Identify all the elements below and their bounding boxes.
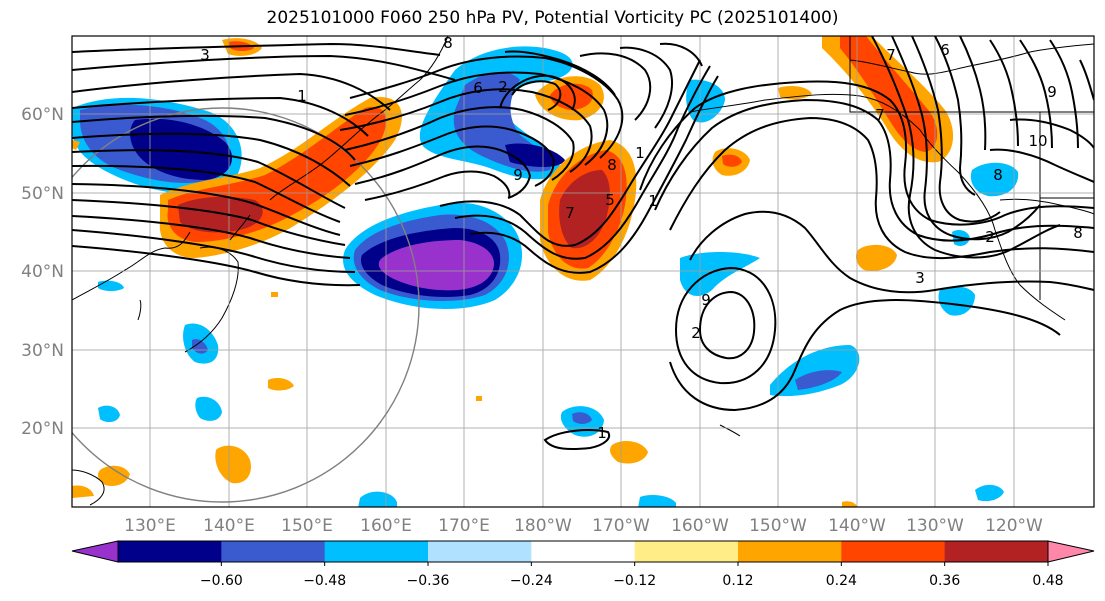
longitude-label: 160°W: [671, 516, 729, 536]
positive-anomaly-blob: [476, 396, 482, 401]
longitude-label: 170°E: [438, 516, 490, 536]
latitude-label: 60°N: [21, 105, 64, 125]
contour-label: 9: [1047, 83, 1057, 101]
positive-anomaly-blob: [778, 86, 812, 100]
positive-anomaly-blob: [722, 154, 742, 167]
contour-label: 8: [993, 166, 1003, 184]
negative-anomaly-blob: [98, 280, 124, 291]
longitude-labels: 130°E 140°E 150°E 160°E 170°E 180°W 170°W 160°W…: [124, 516, 1043, 536]
contour-label: 8: [607, 156, 617, 174]
colorbar-segment: [634, 541, 739, 562]
colorbar-tick-label: −0.48: [303, 573, 346, 589]
colorbar-segment: [531, 541, 636, 562]
negative-anomaly-blob: [98, 405, 120, 423]
latitude-label: 40°N: [21, 262, 64, 282]
negative-anomaly-blob: [770, 345, 860, 397]
longitude-label: 140°W: [828, 516, 886, 536]
positive-anomaly-blob: [97, 465, 130, 486]
positive-anomaly-blob: [268, 378, 294, 391]
colorbar-extension-left: [71, 540, 119, 563]
contour-label: 7: [886, 46, 896, 64]
height-contours: [72, 36, 1094, 450]
contour-label: 1: [597, 424, 607, 442]
colorbar-extension-right: [1047, 540, 1095, 563]
positive-anomaly-blob: [72, 140, 80, 150]
contour-label: 3: [915, 269, 925, 287]
colorbar-tick-label: 0.48: [1032, 573, 1063, 589]
longitude-label: 130°W: [906, 516, 964, 536]
contour-label: 6: [473, 79, 483, 97]
contour-label: 3: [200, 46, 210, 64]
positive-anomaly-blob: [842, 501, 858, 507]
colorbar-tick-label: 0.36: [929, 573, 960, 589]
negative-anomaly-blob: [572, 412, 592, 424]
contour-label: 5: [605, 191, 615, 209]
positive-anomaly-blob: [271, 292, 278, 297]
contour-label: 1: [648, 192, 658, 210]
colorbar-outline: [117, 540, 1049, 563]
negative-anomaly-blob: [795, 370, 842, 390]
positive-anomaly-blob: [610, 440, 648, 464]
contour-label: 2: [985, 228, 995, 246]
map-title: 2025101000 F060 250 hPa PV, Potential Vo…: [266, 8, 839, 28]
contour-label: 6: [940, 41, 950, 59]
contour-label: 2: [691, 324, 701, 342]
negative-anomaly-blob: [938, 286, 975, 316]
contour-label: 10: [1028, 132, 1047, 150]
longitude-label: 140°E: [203, 516, 255, 536]
contour-label: 7: [875, 106, 885, 124]
longitude-label: 150°W: [749, 516, 807, 536]
longitude-label: 130°E: [124, 516, 176, 536]
contour-label: 1: [297, 87, 307, 105]
colorbar-segment: [944, 541, 1049, 562]
colorbar-segment: [118, 541, 222, 562]
positive-anomaly-blob: [178, 196, 263, 233]
contour-label: 1: [635, 144, 645, 162]
positive-anomaly-blob: [72, 485, 94, 498]
negative-anomaly-blob: [970, 162, 1019, 197]
range-ring: [72, 107, 420, 503]
colorbar-tick-label: 0.24: [826, 573, 857, 589]
positive-anomaly-blob: [559, 170, 610, 249]
negative-anomaly-blob: [195, 396, 222, 421]
longitude-label: 180°W: [514, 516, 572, 536]
positive-anomaly-blob: [856, 244, 897, 271]
colorbar-segment: [221, 541, 326, 562]
contour-label: 8: [1073, 224, 1083, 242]
contour-label: 9: [701, 291, 711, 309]
contour-label: 7: [565, 204, 575, 222]
colorbar-segment: [428, 541, 532, 562]
colorbar-tick-label: 0.12: [722, 573, 753, 589]
colorbar-segment: [841, 541, 946, 562]
longitude-label: 150°E: [281, 516, 333, 536]
colorbar-tick-label: −0.36: [407, 573, 450, 589]
negative-anomaly-blob: [378, 240, 495, 291]
contour-label: 9: [513, 166, 523, 184]
colorbar-segment: [738, 541, 842, 562]
contour-label: 8: [443, 34, 453, 52]
longitude-label: 120°W: [985, 516, 1043, 536]
contour-label: 2: [498, 78, 508, 96]
negative-anomaly-blob: [358, 491, 397, 507]
longitude-label: 160°E: [360, 516, 412, 536]
negative-anomaly-blob: [638, 495, 676, 507]
colorbar: −0.60 −0.48 −0.36 −0.24 −0.12 0.12 0.24 0.36 0.4…: [71, 540, 1095, 589]
pv-anomaly-shading: [72, 36, 1019, 507]
longitude-label: 170°W: [592, 516, 650, 536]
latitude-label: 30°N: [21, 341, 64, 361]
latitude-labels: 60°N 50°N 40°N 30°N 20°N: [21, 105, 64, 439]
colorbar-segment: [324, 541, 429, 562]
colorbar-tick-label: −0.60: [200, 573, 243, 589]
negative-anomaly-blob: [680, 252, 760, 296]
latitude-label: 50°N: [21, 184, 64, 204]
colorbar-tick-label: −0.12: [613, 573, 656, 589]
gridlines: [72, 36, 1094, 507]
colorbar-tick-label: −0.24: [510, 573, 553, 589]
positive-anomaly-blob: [215, 445, 251, 484]
negative-anomaly-blob: [975, 484, 1004, 502]
map-frame: [71, 35, 1095, 508]
latitude-label: 20°N: [21, 419, 64, 439]
